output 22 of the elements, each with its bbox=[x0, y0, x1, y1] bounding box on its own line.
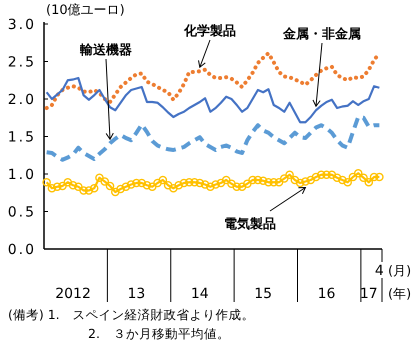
y-tick-label: 2.0 bbox=[8, 92, 36, 108]
text: (備考) 1. スペイン経済財政省より作成。 bbox=[8, 307, 255, 322]
x-tick-label: 16 bbox=[318, 286, 336, 302]
text: 金属・非金属 bbox=[282, 27, 361, 42]
x-tick-label: 2012 bbox=[55, 286, 91, 302]
y-tick-label: 2.5 bbox=[8, 54, 36, 70]
text: 2. ３か月移動平均値。 bbox=[88, 326, 230, 341]
text: (年) bbox=[388, 287, 412, 302]
y-tick-label: 0.5 bbox=[8, 204, 36, 220]
x-tick-label: 13 bbox=[128, 286, 146, 302]
y-tick-label: 0.0 bbox=[8, 242, 36, 258]
text: (月) bbox=[388, 264, 412, 279]
x-tick-label: 4 bbox=[374, 263, 384, 279]
text: 電気製品 bbox=[224, 217, 276, 232]
y-axis-title: (10億ユーロ) bbox=[46, 3, 125, 18]
text: 化学製品 bbox=[183, 24, 236, 39]
y-tick-label: 1.5 bbox=[8, 130, 36, 146]
y-tick-label: 3.0 bbox=[8, 17, 36, 33]
x-tick-label: 14 bbox=[190, 286, 209, 302]
text: 輸送機器 bbox=[79, 43, 132, 58]
y-tick-label: 1.0 bbox=[8, 167, 36, 183]
x-tick-label: 15 bbox=[254, 286, 272, 302]
